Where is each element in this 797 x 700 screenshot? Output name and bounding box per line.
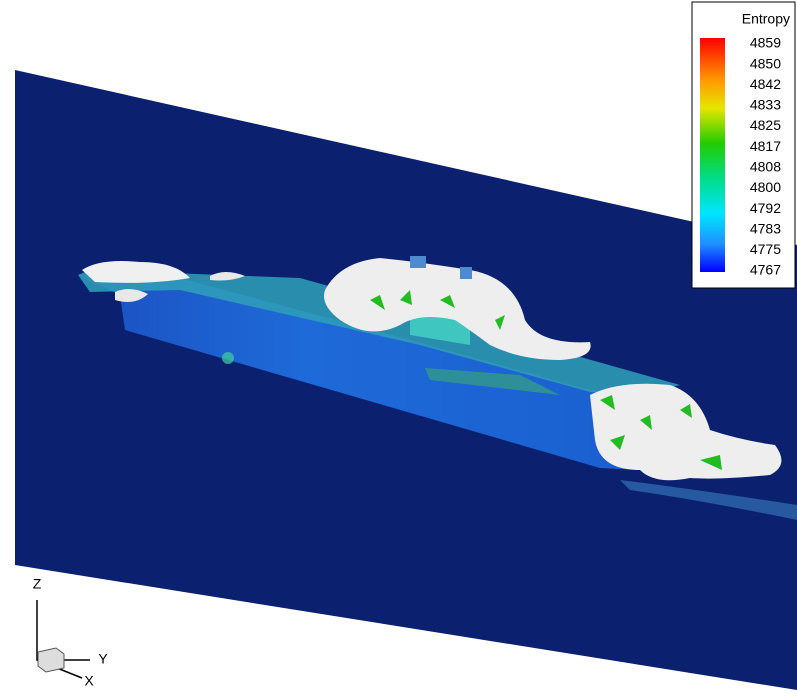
legend-label: 4842 [750, 76, 781, 92]
axis-label-y: Y [98, 651, 108, 667]
legend-label: 4808 [750, 159, 781, 175]
legend-label: 4775 [750, 241, 781, 257]
legend-label: 4859 [750, 35, 781, 51]
legend-label: 4792 [750, 200, 781, 216]
axis-triad: Z Y X [33, 576, 109, 689]
legend-label: 4767 [750, 262, 781, 278]
axis-cube [38, 648, 64, 672]
colorbar [700, 38, 725, 272]
legend-label: 4850 [750, 55, 781, 71]
legend-label: 4833 [750, 97, 781, 113]
visualization: Entropy 4859 4850 4842 4833 4825 4817 4808 4800… [0, 0, 797, 695]
legend-label: 4800 [750, 179, 781, 195]
axis-label-z: Z [33, 576, 42, 592]
legend-label: 4783 [750, 220, 781, 236]
axis-label-x: X [84, 673, 94, 689]
legend-label: 4825 [750, 117, 781, 133]
legend-label: 4817 [750, 138, 781, 154]
legend: Entropy 4859 4850 4842 4833 4825 4817 4808 4800… [692, 2, 795, 288]
legend-title: Entropy [742, 11, 790, 27]
